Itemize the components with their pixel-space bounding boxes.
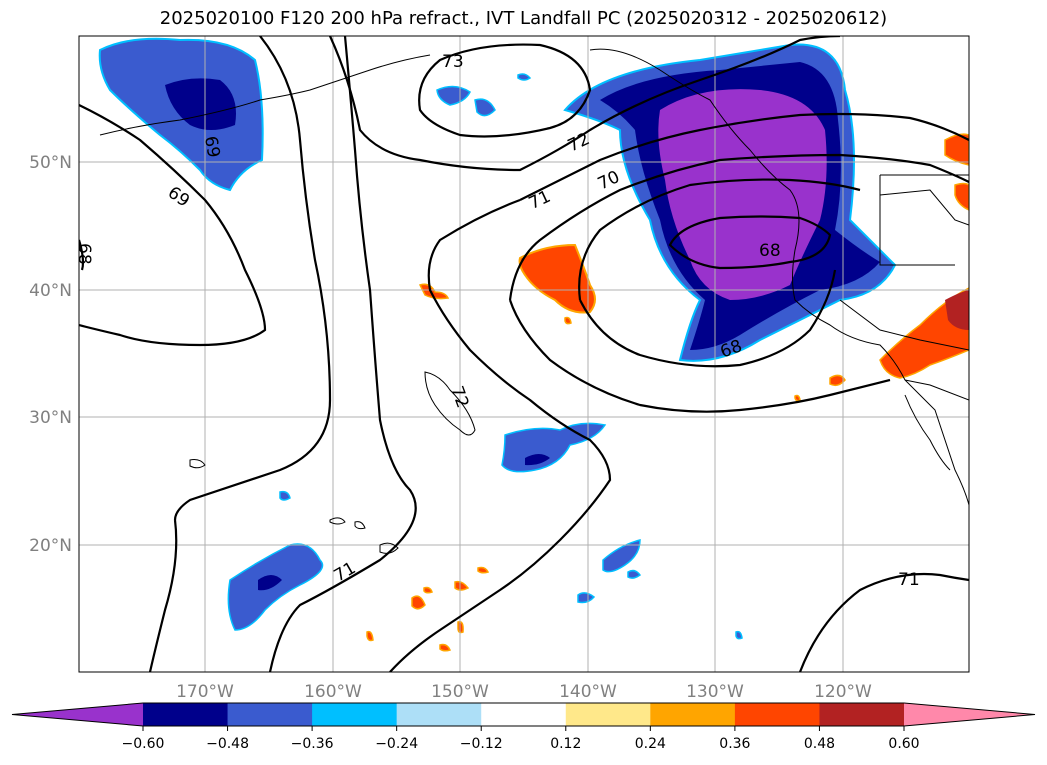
colorbar-tick-label: −0.12 (460, 736, 503, 752)
colorbar-tick-label: 0.48 (804, 736, 835, 752)
colorbar-tick-label: 0.12 (550, 736, 581, 752)
lat-label: 50°N (29, 153, 72, 173)
colorbar-segment (819, 703, 905, 726)
colorbar-tick-label: −0.36 (291, 736, 334, 752)
colorbar-extend-low (12, 703, 143, 726)
colorbar-extend-high (904, 703, 1035, 726)
lat-label: 30°N (29, 408, 72, 428)
lat-label: 20°N (29, 536, 72, 556)
colorbar: −0.60 −0.48 −0.36 −0.24 −0.12 0.12 0.24 0.36 0.4… (11, 702, 1036, 752)
gridlines (79, 36, 969, 672)
colorbar-tick-label: −0.48 (206, 736, 249, 752)
colorbar-tick-label: 0.24 (635, 736, 666, 752)
shaded-field-positive (366, 133, 969, 652)
lat-label: 40°N (29, 281, 72, 301)
colorbar-segment (481, 703, 567, 726)
colorbar-segment (396, 703, 482, 726)
coastlines (99, 48, 969, 554)
colorbar-tick-label: −0.60 (122, 736, 165, 752)
lon-label: 160°W (304, 682, 362, 702)
colorbar-segment (143, 703, 229, 726)
colorbar-segment (227, 703, 313, 726)
map-title: 2025020100 F120 200 hPa refract., IVT La… (159, 8, 888, 29)
contour-label: 69 (200, 135, 223, 160)
contour-lines (79, 36, 969, 672)
map-frame (78, 35, 970, 673)
lon-label: 150°W (431, 682, 489, 702)
lon-label: 140°W (559, 682, 617, 702)
colorbar-tick-label: 0.60 (888, 736, 919, 752)
lon-label: 130°W (686, 682, 744, 702)
contour-label: 68 (74, 243, 94, 265)
lon-label: 170°W (176, 682, 234, 702)
colorbar-tick-label: −0.24 (375, 736, 418, 752)
contour-label: 71 (898, 570, 920, 590)
colorbar-segment (734, 703, 820, 726)
lon-labels: 170°W 160°W 150°W 140°W 130°W 120°W (176, 682, 872, 702)
lon-label: 120°W (814, 682, 872, 702)
lat-labels: 50°N 40°N 30°N 20°N (29, 153, 72, 556)
contour-label: 68 (759, 241, 781, 261)
colorbar-segment (650, 703, 736, 726)
colorbar-tick-label: 0.36 (719, 736, 750, 752)
contour-label: 73 (442, 52, 464, 72)
colorbar-segment (312, 703, 398, 726)
colorbar-segment (565, 703, 651, 726)
